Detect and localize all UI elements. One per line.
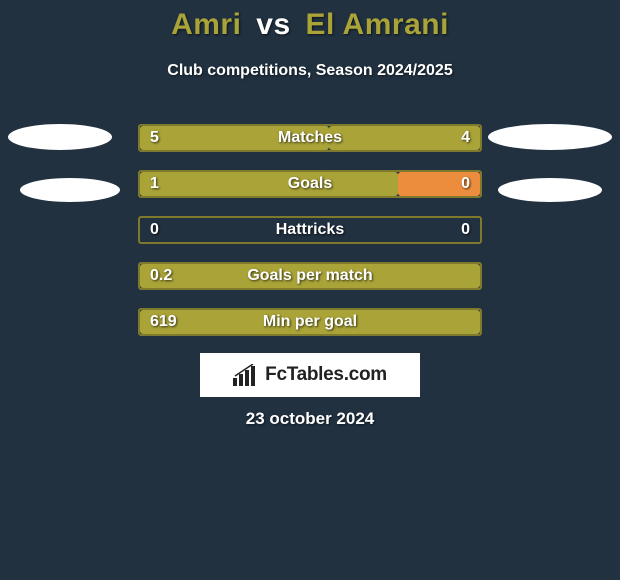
stat-bar: 54Matches <box>138 124 482 152</box>
stat-bar-left-fill <box>140 264 480 288</box>
stat-bar-left-fill <box>140 310 480 334</box>
fctables-logo: FcTables.com <box>200 353 420 397</box>
title-player1: Amri <box>171 8 241 41</box>
decorative-ellipse <box>20 178 120 202</box>
bar-chart-icon <box>233 364 259 386</box>
stat-bar-right-fill <box>329 126 480 150</box>
stat-bar: 0.2Goals per match <box>138 262 482 290</box>
page-subtitle: Club competitions, Season 2024/2025 <box>0 62 620 80</box>
title-player2: El Amrani <box>305 8 448 41</box>
stat-bar: 10Goals <box>138 170 482 198</box>
stat-label: Hattricks <box>140 218 480 242</box>
stat-bar-right-fill <box>398 172 480 196</box>
stat-bar: 0 0Hattricks <box>138 216 482 244</box>
snapshot-date: 23 october 2024 <box>0 409 620 429</box>
stat-bar-left-fill <box>140 126 329 150</box>
decorative-ellipse <box>498 178 602 202</box>
stat-left-value: 0 <box>150 218 159 242</box>
stat-bar-left-fill <box>140 172 398 196</box>
stat-bar: 619Min per goal <box>138 308 482 336</box>
logo-text: FcTables.com <box>265 364 387 386</box>
comparison-infographic: Amri vs El Amrani Club competitions, Sea… <box>0 0 620 580</box>
stat-right-value: 0 <box>461 218 470 242</box>
decorative-ellipse <box>488 124 612 150</box>
title-vs: vs <box>256 8 290 41</box>
decorative-ellipse <box>8 124 112 150</box>
page-title: Amri vs El Amrani <box>0 8 620 42</box>
